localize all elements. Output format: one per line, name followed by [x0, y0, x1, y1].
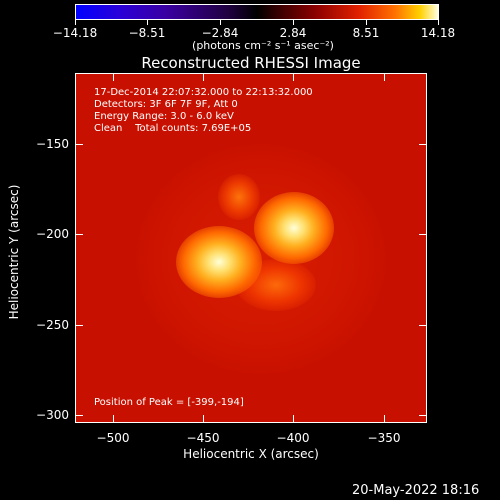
x-tick: [293, 415, 294, 423]
x-tick: [203, 415, 204, 423]
colorbar: [75, 4, 439, 20]
peak-position-text: Position of Peak = [-399,-194]: [94, 397, 244, 408]
energy-range-text: Energy Range: 3.0 - 6.0 keV: [94, 111, 234, 122]
colorbar-tick: [366, 20, 367, 25]
colorbar-tick: [220, 20, 221, 25]
clean-counts-text: Clean Total counts: 7.69E+05: [94, 123, 252, 134]
plot-title: Reconstructed RHESSI Image: [141, 54, 361, 72]
colorbar-tick: [293, 20, 294, 25]
y-tick: [419, 144, 427, 145]
y-tick: [75, 144, 83, 145]
y-tick-label: −300: [36, 408, 69, 422]
y-tick: [75, 234, 83, 235]
y-tick: [419, 325, 427, 326]
x-tick-label: −500: [96, 431, 130, 445]
y-tick: [75, 415, 83, 416]
y-tick-label: −250: [36, 318, 69, 332]
x-tick-label: −350: [367, 431, 401, 445]
y-tick: [75, 325, 83, 326]
x-axis-label: Heliocentric X (arcsec): [183, 447, 319, 461]
colorbar-tick-label: −8.51: [128, 26, 166, 40]
x-tick: [384, 415, 385, 423]
colorbar-tick-label: 2.84: [279, 26, 307, 40]
x-tick: [384, 73, 385, 81]
x-tick: [113, 73, 114, 81]
source-right-peak: [254, 192, 334, 264]
x-tick: [293, 73, 294, 81]
y-tick: [419, 234, 427, 235]
x-tick-label: −450: [186, 431, 220, 445]
colorbar-tick-label: −2.84: [201, 26, 239, 40]
x-tick-label: −400: [276, 431, 310, 445]
footer-timestamp: 20-May-2022 18:16: [352, 483, 480, 498]
y-tick: [419, 415, 427, 416]
source-top-small: [218, 174, 260, 220]
y-tick-label: −200: [36, 227, 69, 241]
colorbar-tick-label: −14.18: [52, 26, 98, 40]
y-tick-label: −150: [36, 137, 69, 151]
colorbar-tick: [75, 20, 76, 25]
detectors-text: Detectors: 3F 6F 7F 9F, Att 0: [94, 99, 238, 110]
colorbar-tick-label: 8.51: [352, 26, 380, 40]
time-range-text: 17-Dec-2014 22:07:32.000 to 22:13:32.000: [94, 87, 313, 98]
colorbar-tick: [438, 20, 439, 25]
y-axis-label: Heliocentric Y (arcsec): [7, 184, 21, 320]
x-tick: [203, 73, 204, 81]
colorbar-unit-label: (photons cm⁻² s⁻¹ asec⁻²): [192, 39, 334, 52]
source-left-bright: [176, 226, 262, 298]
rhessi-image: [75, 73, 427, 423]
colorbar-tick: [147, 20, 148, 25]
x-tick: [113, 415, 114, 423]
colorbar-tick-label: 14.18: [420, 26, 456, 40]
